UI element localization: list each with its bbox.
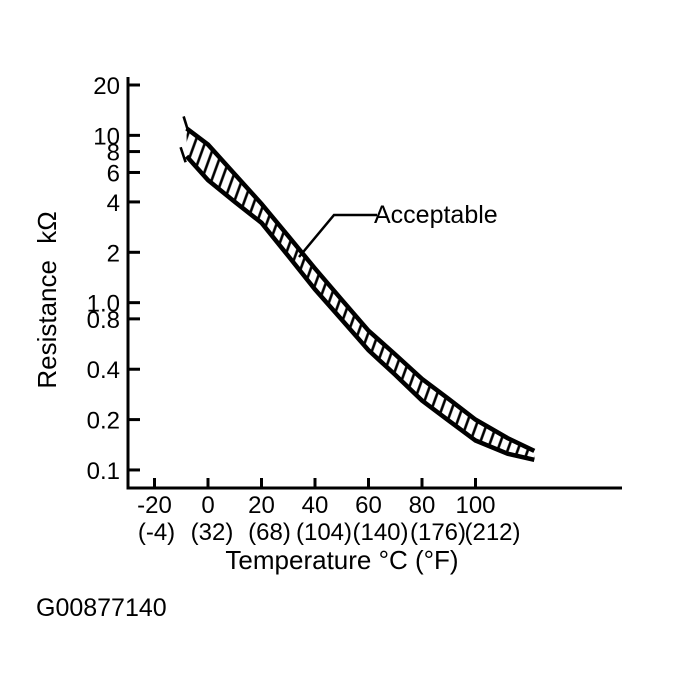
band-annotation-label: Acceptable [374, 201, 498, 229]
x-tick-label-celsius: 100 [455, 492, 495, 519]
x-tick-label-fahrenheit: (68) [248, 519, 291, 546]
y-axis-title: Resistance kΩ [32, 211, 62, 389]
generated-chart-elements: 201086421.00.80.40.20.1-20(-4)0(32)20(68… [87, 73, 536, 546]
x-axis-title: Temperature °C (°F) [225, 545, 459, 575]
x-tick-label-celsius: 40 [302, 492, 329, 519]
x-tick-label-celsius: 0 [201, 492, 214, 519]
y-tick-label: 4 [107, 190, 120, 217]
y-tick-label: 0.8 [87, 307, 120, 334]
x-tick-label-celsius: 80 [409, 492, 436, 519]
x-tick-label-celsius: 20 [248, 492, 275, 519]
axes-lines [126, 77, 622, 490]
band-start-cap [182, 116, 190, 133]
x-tick-label-celsius: -20 [137, 492, 172, 519]
lower-limit-curve [184, 154, 535, 462]
y-tick-label: 0.1 [87, 458, 120, 485]
upper-limit-curve [185, 126, 536, 453]
figure-id-caption: G00877140 [36, 594, 167, 622]
annotation-leader-line [298, 213, 377, 258]
y-tick-label: 8 [107, 140, 120, 167]
x-tick-label-fahrenheit: (104) [296, 519, 352, 546]
y-tick-label: 20 [93, 73, 120, 100]
y-tick-label: 6 [107, 160, 120, 187]
y-tick-label: 0.2 [87, 408, 120, 435]
y-tick-label: 0.4 [87, 357, 120, 384]
x-tick-label-fahrenheit: (32) [191, 519, 234, 546]
y-tick-label: 1.0 [87, 291, 120, 318]
x-tick-label-fahrenheit: (-4) [138, 519, 175, 546]
x-tick-label-fahrenheit: (212) [464, 519, 520, 546]
band-start-cap [179, 146, 187, 163]
y-tick-label: 2 [107, 240, 120, 267]
y-tick-label: 10 [93, 123, 120, 150]
x-tick-label-fahrenheit: (176) [410, 519, 466, 546]
x-tick-label-celsius: 60 [355, 492, 382, 519]
x-tick-label-fahrenheit: (140) [352, 519, 408, 546]
